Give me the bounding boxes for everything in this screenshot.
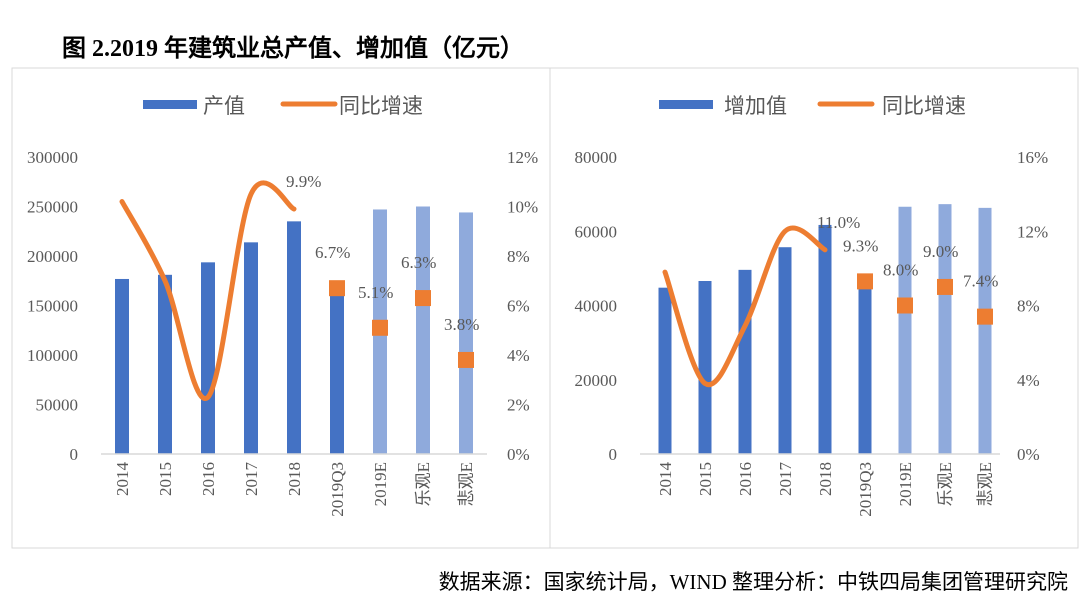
bar [898, 206, 912, 454]
x-tick-label: 乐观E [414, 462, 433, 506]
bar [330, 285, 344, 454]
y-right-tick-label: 10% [507, 198, 538, 217]
bar [158, 274, 172, 454]
y-right-tick-label: 0% [507, 445, 530, 464]
growth-line [119, 180, 297, 401]
y-right-tick-label: 12% [1017, 222, 1048, 241]
value-added-chart: 增加值 同比增速 0 20000 40000 60000 80000 0% 4% 8% 12% 16%… [575, 94, 1049, 517]
data-label: 9.9% [286, 172, 321, 191]
y-left-tick-label: 0 [609, 445, 618, 464]
growth-marker [329, 280, 345, 297]
growth-marker [372, 319, 388, 336]
x-tick-label: 2019Q3 [856, 462, 875, 517]
legend-label: 同比增速 [882, 94, 966, 118]
growth-marker [977, 308, 993, 325]
y-left-tick-label: 250000 [27, 198, 78, 217]
bar [658, 287, 672, 454]
y-left-tick-label: 80000 [575, 148, 618, 167]
y-left-tick-label: 40000 [575, 297, 618, 316]
bar [738, 269, 752, 454]
bar [244, 242, 258, 454]
right-chart-frame [549, 67, 1079, 549]
y-right-tick-label: 8% [507, 247, 530, 266]
x-tick-label: 2016 [199, 462, 218, 496]
data-label: 6.7% [315, 243, 350, 262]
y-left-tick-label: 200000 [27, 247, 78, 266]
y-left-tick-label: 0 [70, 445, 79, 464]
growth-marker [458, 351, 474, 368]
y-right-tick-label: 8% [1017, 297, 1040, 316]
data-label: 5.1% [358, 283, 393, 302]
data-label: 3.8% [444, 315, 479, 334]
x-tick-label: 2014 [113, 462, 132, 497]
bar [858, 283, 872, 454]
bar [459, 212, 473, 454]
bar [201, 262, 215, 454]
x-tick-label: 2014 [656, 462, 675, 497]
y-right-tick-label: 12% [507, 148, 538, 167]
y-left-tick-label: 60000 [575, 222, 618, 241]
y-left-tick-label: 20000 [575, 371, 618, 390]
x-tick-label: 悲观E [457, 462, 476, 506]
x-tick-label: 2018 [285, 462, 304, 496]
bar [978, 207, 992, 454]
x-tick-label: 2015 [156, 462, 175, 496]
legend-label: 增加值 [724, 94, 787, 118]
y-left-tick-label: 100000 [27, 346, 78, 365]
y-right-tick-label: 4% [1017, 371, 1040, 390]
y-right-tick-label: 6% [507, 297, 530, 316]
bar [115, 278, 129, 454]
data-label: 9.3% [843, 236, 878, 255]
output-chart: 产值 同比增速 0 50000 100000 150000 200000 250000 3000… [27, 94, 538, 517]
growth-marker [937, 278, 953, 295]
data-label: 7.4% [963, 272, 998, 291]
growth-marker [415, 290, 431, 307]
bar [287, 221, 301, 454]
bar [698, 280, 712, 454]
legend-label: 同比增速 [339, 94, 423, 118]
data-label: 9.0% [923, 242, 958, 261]
figure-title: 图 2.2019 年建筑业总产值、增加值（亿元） [62, 36, 524, 62]
y-right-tick-label: 16% [1017, 148, 1048, 167]
x-tick-label: 2019E [896, 462, 915, 506]
data-label: 6.3% [401, 253, 436, 272]
growth-line [662, 225, 828, 388]
x-tick-label: 2017 [242, 462, 261, 497]
legend-bar-swatch [143, 100, 197, 109]
x-tick-label: 2015 [696, 462, 715, 496]
bar [778, 247, 792, 454]
bar [416, 206, 430, 454]
x-tick-label: 2017 [776, 462, 795, 497]
source-note: 数据来源：国家统计局，WIND 整理分析：中铁四局集团管理研究院 [438, 570, 1068, 594]
y-left-tick-label: 300000 [27, 148, 78, 167]
x-tick-label: 2018 [816, 462, 835, 496]
x-tick-label: 2016 [736, 462, 755, 496]
y-right-tick-label: 2% [507, 396, 530, 415]
y-right-tick-label: 4% [507, 346, 530, 365]
y-left-tick-label: 50000 [36, 396, 79, 415]
bar [938, 204, 952, 454]
y-right-tick-label: 0% [1017, 445, 1040, 464]
legend-bar-swatch [659, 100, 713, 109]
bar [818, 224, 832, 454]
x-tick-label: 悲观E [976, 462, 995, 506]
y-left-tick-label: 150000 [27, 297, 78, 316]
x-tick-label: 2019Q3 [328, 462, 347, 517]
legend-label: 产值 [203, 94, 245, 118]
growth-marker [897, 297, 913, 314]
data-label: 11.0% [817, 213, 860, 232]
x-tick-label: 2019E [371, 462, 390, 506]
data-label: 8.0% [883, 261, 918, 280]
growth-marker [857, 273, 873, 290]
x-tick-label: 乐观E [936, 462, 955, 506]
